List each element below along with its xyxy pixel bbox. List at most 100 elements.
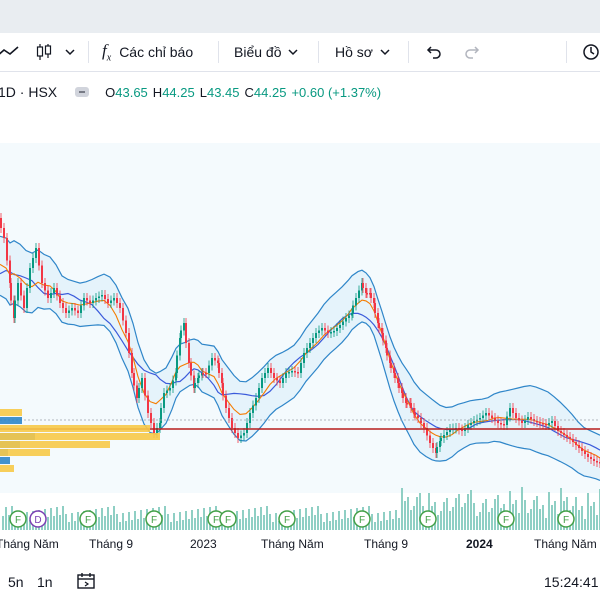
bottom-bar: 5n 1n 15:24:41 [0,566,600,600]
volume-bar [344,510,346,530]
candle-body [176,355,178,373]
volume-bar [446,498,448,530]
volume-bar [440,511,442,530]
candle-body [169,388,171,391]
volume-bar [305,508,307,530]
candle-body [321,328,323,331]
candle-body [590,457,592,459]
volume-bar [125,521,127,530]
candle-body [324,328,326,331]
low-value: 43.45 [206,84,240,100]
candle-body [417,415,419,418]
candle-body [279,380,281,383]
candle-body [74,308,76,311]
volume-bar [236,511,238,530]
low-prefix: L [199,84,207,100]
candle-body [446,432,448,435]
candle-body [0,218,2,228]
volume-bar [80,520,82,530]
candle-body [596,461,598,463]
candle-body [294,371,296,373]
candle-body [240,435,242,438]
event-marker-label: F [359,515,365,526]
range-1n-button[interactable]: 1n [37,574,53,590]
volume-bar [176,521,178,530]
volume-bar [314,515,316,530]
volume-bar [56,507,58,530]
candle-body [467,425,469,428]
volume-bar [2,516,4,530]
volume-bar [248,509,250,530]
candles-icon[interactable] [34,40,54,64]
volume-bar [341,519,343,530]
candle-body [179,338,181,356]
volume-bar [524,500,526,530]
volume-bar [119,522,121,530]
volume-bar [461,507,463,530]
volume-bar [263,515,265,530]
chevron-down-icon[interactable] [64,40,76,64]
candle-body [128,333,130,353]
event-marker-label: F [425,515,431,526]
event-marker-label: F [225,515,231,526]
candle-body [402,393,404,398]
undo-icon[interactable] [424,40,442,64]
chart-menu-button[interactable]: Biểu đồ [234,40,299,64]
calendar-icon[interactable] [76,571,96,594]
volume-bar [194,518,196,530]
candle-body [14,300,16,318]
clock-time: 15:24:41 [544,574,599,590]
volume-bar [257,516,259,530]
candle-body [518,418,520,421]
candle-body [352,305,354,313]
volume-bar [167,514,169,530]
candle-body [436,447,438,453]
candle-body [542,423,544,425]
candle-body [405,398,407,403]
candle-body [494,418,496,421]
profile-menu-button[interactable]: Hồ sơ [335,40,391,64]
candle-body [138,388,140,398]
candle-body [202,373,204,375]
indicators-button[interactable]: fx Các chỉ báo [102,40,193,64]
volume-bar [131,520,133,530]
candle-body [208,365,210,373]
candle-body [291,371,293,373]
redo-icon[interactable] [464,40,482,64]
volume-bar [98,517,100,530]
candle-body [197,378,199,383]
volume-bar [335,520,337,530]
candle-body [374,303,376,313]
volume-bar [104,516,106,530]
collapse-legend-icon[interactable] [75,87,90,97]
candle-body [497,420,499,423]
candle-body [345,318,347,322]
close-value: 44.25 [253,84,287,100]
candle-body [365,288,367,293]
volume-bar [596,515,598,530]
symbol-label[interactable]: 1D · HSX [0,84,58,100]
candle-body [370,293,372,298]
candle-body [9,260,11,283]
candle-body [398,383,400,388]
volume-bar [581,506,583,530]
volume-bar [419,493,421,530]
volume-bar [323,522,325,530]
event-marker-label: F [15,515,21,526]
candle-body [500,423,502,425]
candle-body [554,421,556,426]
candle-body [125,320,127,333]
line-icon[interactable] [0,40,22,64]
candle-body [98,296,100,298]
candle-body [414,413,416,416]
volume-bar [554,501,556,530]
range-5n-button[interactable]: 5n [8,574,24,590]
volume-profile-bar [0,425,150,432]
volume-bar [470,490,472,530]
candle-body [539,422,541,424]
candle-body [41,265,43,283]
candle-body [83,298,85,306]
candle-body [527,417,529,420]
snapshot-icon[interactable] [580,40,600,64]
